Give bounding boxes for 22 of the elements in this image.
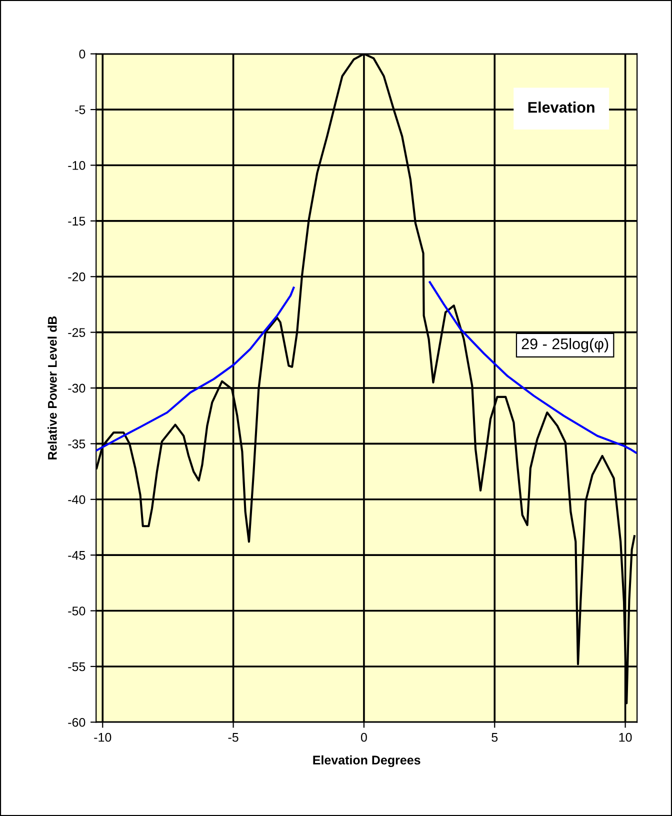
y-tick-label: -15 — [68, 216, 86, 226]
y-tick-label: -35 — [68, 440, 86, 448]
y-tick-label: -40 — [68, 495, 86, 504]
x-tick-label: -10 — [94, 732, 112, 742]
y-axis-title: Relative Power Level dB — [48, 316, 57, 460]
series-label: 29 - 25log(φ) — [522, 338, 608, 352]
x-tick-label: -5 — [228, 733, 238, 742]
y-tick-label: -20 — [68, 272, 86, 282]
x-tick-label: 10 — [619, 732, 632, 742]
y-tick-label: -30 — [68, 384, 86, 393]
x-tick-label: 5 — [492, 733, 498, 742]
x-axis-title: Elevation Degrees — [313, 755, 420, 768]
y-tick-label: -45 — [68, 551, 86, 560]
y-tick-label: -10 — [68, 161, 86, 170]
y-tick-label: -25 — [68, 328, 86, 337]
y-tick-label: 0 — [79, 50, 86, 59]
text: Elevation — [528, 102, 594, 113]
y-tick-label: -5 — [75, 105, 86, 114]
y-tick-label: -55 — [68, 662, 86, 672]
x-tick-label: 0 — [360, 732, 367, 742]
y-tick-label: -50 — [68, 606, 86, 616]
y-tick-label: -60 — [68, 718, 86, 727]
